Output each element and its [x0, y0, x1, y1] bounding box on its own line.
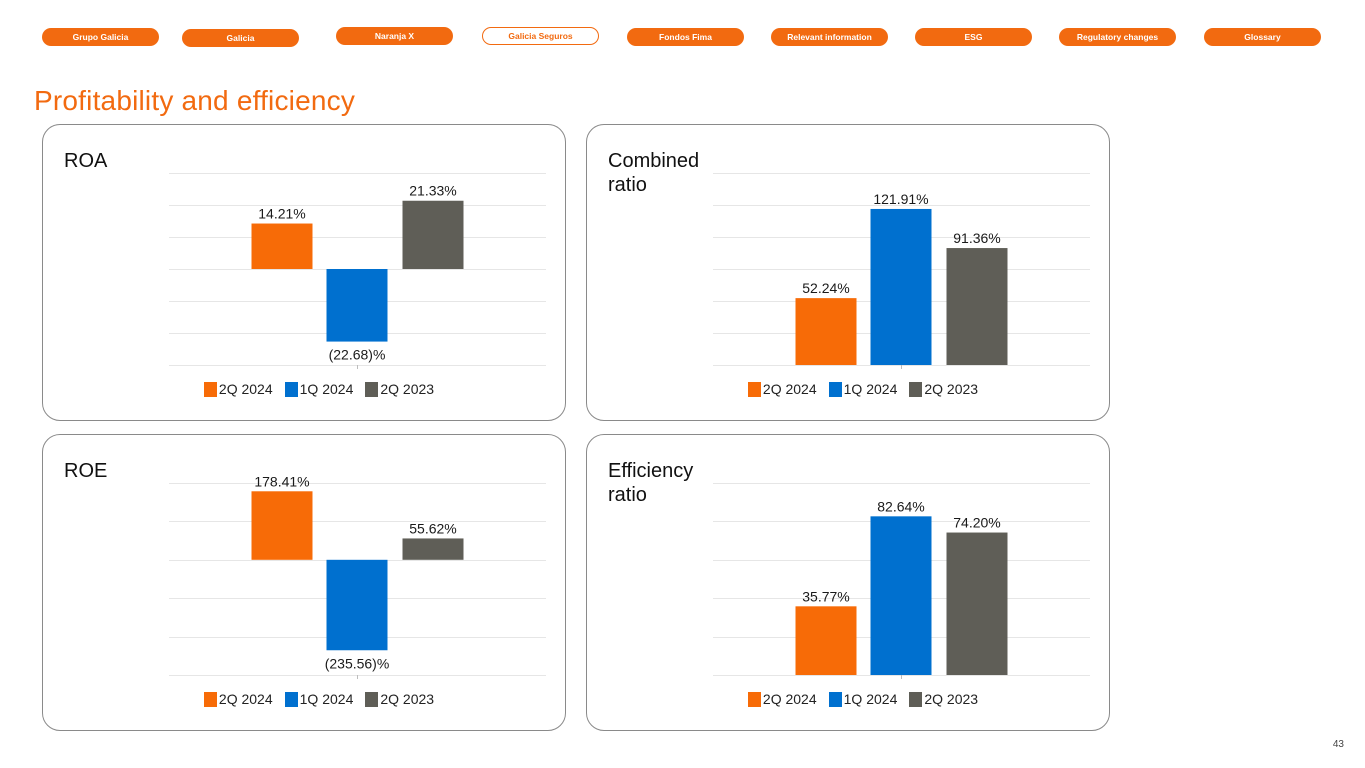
nav-regulatory-changes[interactable]: Regulatory changes: [1059, 28, 1176, 46]
bar-1q-2024: [326, 269, 388, 342]
legend-item: 1Q 2024: [284, 691, 354, 707]
nav-esg[interactable]: ESG: [915, 28, 1032, 46]
bar-2q-2023: [402, 538, 464, 560]
nav-naranja-x[interactable]: Naranja X: [336, 27, 453, 45]
legend-swatch: [284, 381, 298, 397]
data-label: 21.33%: [409, 183, 456, 199]
legend-swatch: [284, 691, 298, 707]
chart-legend: 2Q 2024 1Q 2024 2Q 2023: [587, 381, 1111, 397]
chart-legend: 2Q 2024 1Q 2024 2Q 2023: [587, 691, 1111, 707]
chart-title: Combined ratio: [608, 150, 700, 196]
data-label: (22.68)%: [329, 347, 386, 363]
legend-item: 2Q 2024: [747, 381, 817, 397]
bar-2q-2024: [795, 606, 857, 675]
data-label: 74.20%: [953, 515, 1000, 531]
legend-label: 1Q 2024: [299, 691, 354, 707]
efficiency-ratio-chart: 35.77% 82.64% 74.20%: [713, 483, 1090, 679]
data-label: 52.24%: [802, 280, 849, 296]
chart-title: ROE: [64, 460, 108, 482]
nav-fondos-fima[interactable]: Fondos Fima: [627, 28, 744, 46]
roe-card: ROE 178.41% (235.56)% 55.62% 2Q 2024 1Q 2024…: [42, 434, 566, 731]
chart-title: ROA: [64, 150, 108, 172]
legend-item: 2Q 2023: [909, 381, 978, 397]
bar-2q-2024: [795, 298, 857, 365]
bar-2q-2023: [946, 248, 1008, 365]
legend-item: 2Q 2023: [365, 691, 434, 707]
nav-galicia-seguros[interactable]: Galicia Seguros: [482, 27, 599, 45]
legend-item: 2Q 2024: [747, 691, 817, 707]
bar-1q-2024: [870, 516, 932, 675]
bar-2q-2024: [251, 491, 313, 560]
legend-item: 1Q 2024: [828, 691, 898, 707]
legend-swatch: [203, 381, 217, 397]
legend-label: 2Q 2024: [218, 691, 273, 707]
legend-swatch: [365, 691, 379, 707]
efficiency-ratio-card: Efficiency ratio 35.77% 82.64% 74.20% 2Q 20…: [586, 434, 1110, 731]
data-label: 82.64%: [877, 498, 924, 514]
data-label: 121.91%: [873, 191, 928, 207]
legend-label: 2Q 2023: [924, 691, 979, 707]
data-label: 55.62%: [409, 520, 456, 536]
bar-1q-2024: [870, 208, 932, 365]
data-label: 35.77%: [802, 588, 849, 604]
nav-grupo-galicia[interactable]: Grupo Galicia: [42, 28, 159, 46]
data-label: 178.41%: [254, 473, 309, 489]
roa-card: ROA 14.21% (22.68)% 21.33% 2Q 2024 1Q 2024 2Q…: [42, 124, 566, 421]
bar-1q-2024: [326, 559, 388, 651]
bar-2q-2023: [402, 200, 464, 269]
data-label: (235.56)%: [325, 655, 390, 671]
nav-glossary[interactable]: Glossary: [1204, 28, 1321, 46]
legend-label: 2Q 2023: [924, 381, 979, 397]
page-title: Profitability and efficiency: [34, 84, 356, 116]
legend-label: 2Q 2024: [762, 691, 817, 707]
legend-swatch: [203, 691, 217, 707]
legend-label: 2Q 2023: [380, 691, 435, 707]
page-number: 43: [1332, 739, 1344, 750]
roe-chart: 178.41% (235.56)% 55.62%: [169, 473, 546, 679]
legend-item: 1Q 2024: [284, 381, 354, 397]
data-label: 91.36%: [953, 230, 1000, 246]
legend-item: 1Q 2024: [828, 381, 898, 397]
roa-chart: 14.21% (22.68)% 21.33%: [169, 173, 546, 369]
legend-item: 2Q 2024: [203, 381, 273, 397]
chart-legend: 2Q 2024 1Q 2024 2Q 2023: [43, 381, 567, 397]
legend-label: 1Q 2024: [843, 381, 898, 397]
legend-item: 2Q 2023: [909, 691, 978, 707]
legend-swatch: [828, 381, 842, 397]
legend-swatch: [747, 381, 761, 397]
chart-title: Efficiency ratio: [608, 460, 694, 506]
bar-2q-2023: [946, 532, 1008, 675]
legend-item: 2Q 2023: [365, 381, 434, 397]
legend-label: 1Q 2024: [843, 691, 898, 707]
bar-2q-2024: [251, 223, 313, 269]
nav-relevant-information[interactable]: Relevant information: [771, 28, 888, 46]
legend-label: 2Q 2024: [218, 381, 273, 397]
combined-ratio-chart: 52.24% 121.91% 91.36%: [713, 173, 1090, 369]
legend-swatch: [909, 381, 923, 397]
legend-swatch: [909, 691, 923, 707]
legend-swatch: [365, 381, 379, 397]
legend-label: 2Q 2023: [380, 381, 435, 397]
legend-swatch: [747, 691, 761, 707]
legend-item: 2Q 2024: [203, 691, 273, 707]
legend-label: 2Q 2024: [762, 381, 817, 397]
data-label: 14.21%: [258, 206, 305, 222]
legend-swatch: [828, 691, 842, 707]
chart-legend: 2Q 2024 1Q 2024 2Q 2023: [43, 691, 567, 707]
legend-label: 1Q 2024: [299, 381, 354, 397]
nav-galicia[interactable]: Galicia: [182, 29, 299, 47]
combined-ratio-card: Combined ratio 52.24% 121.91% 91.36% 2Q 202…: [586, 124, 1110, 421]
